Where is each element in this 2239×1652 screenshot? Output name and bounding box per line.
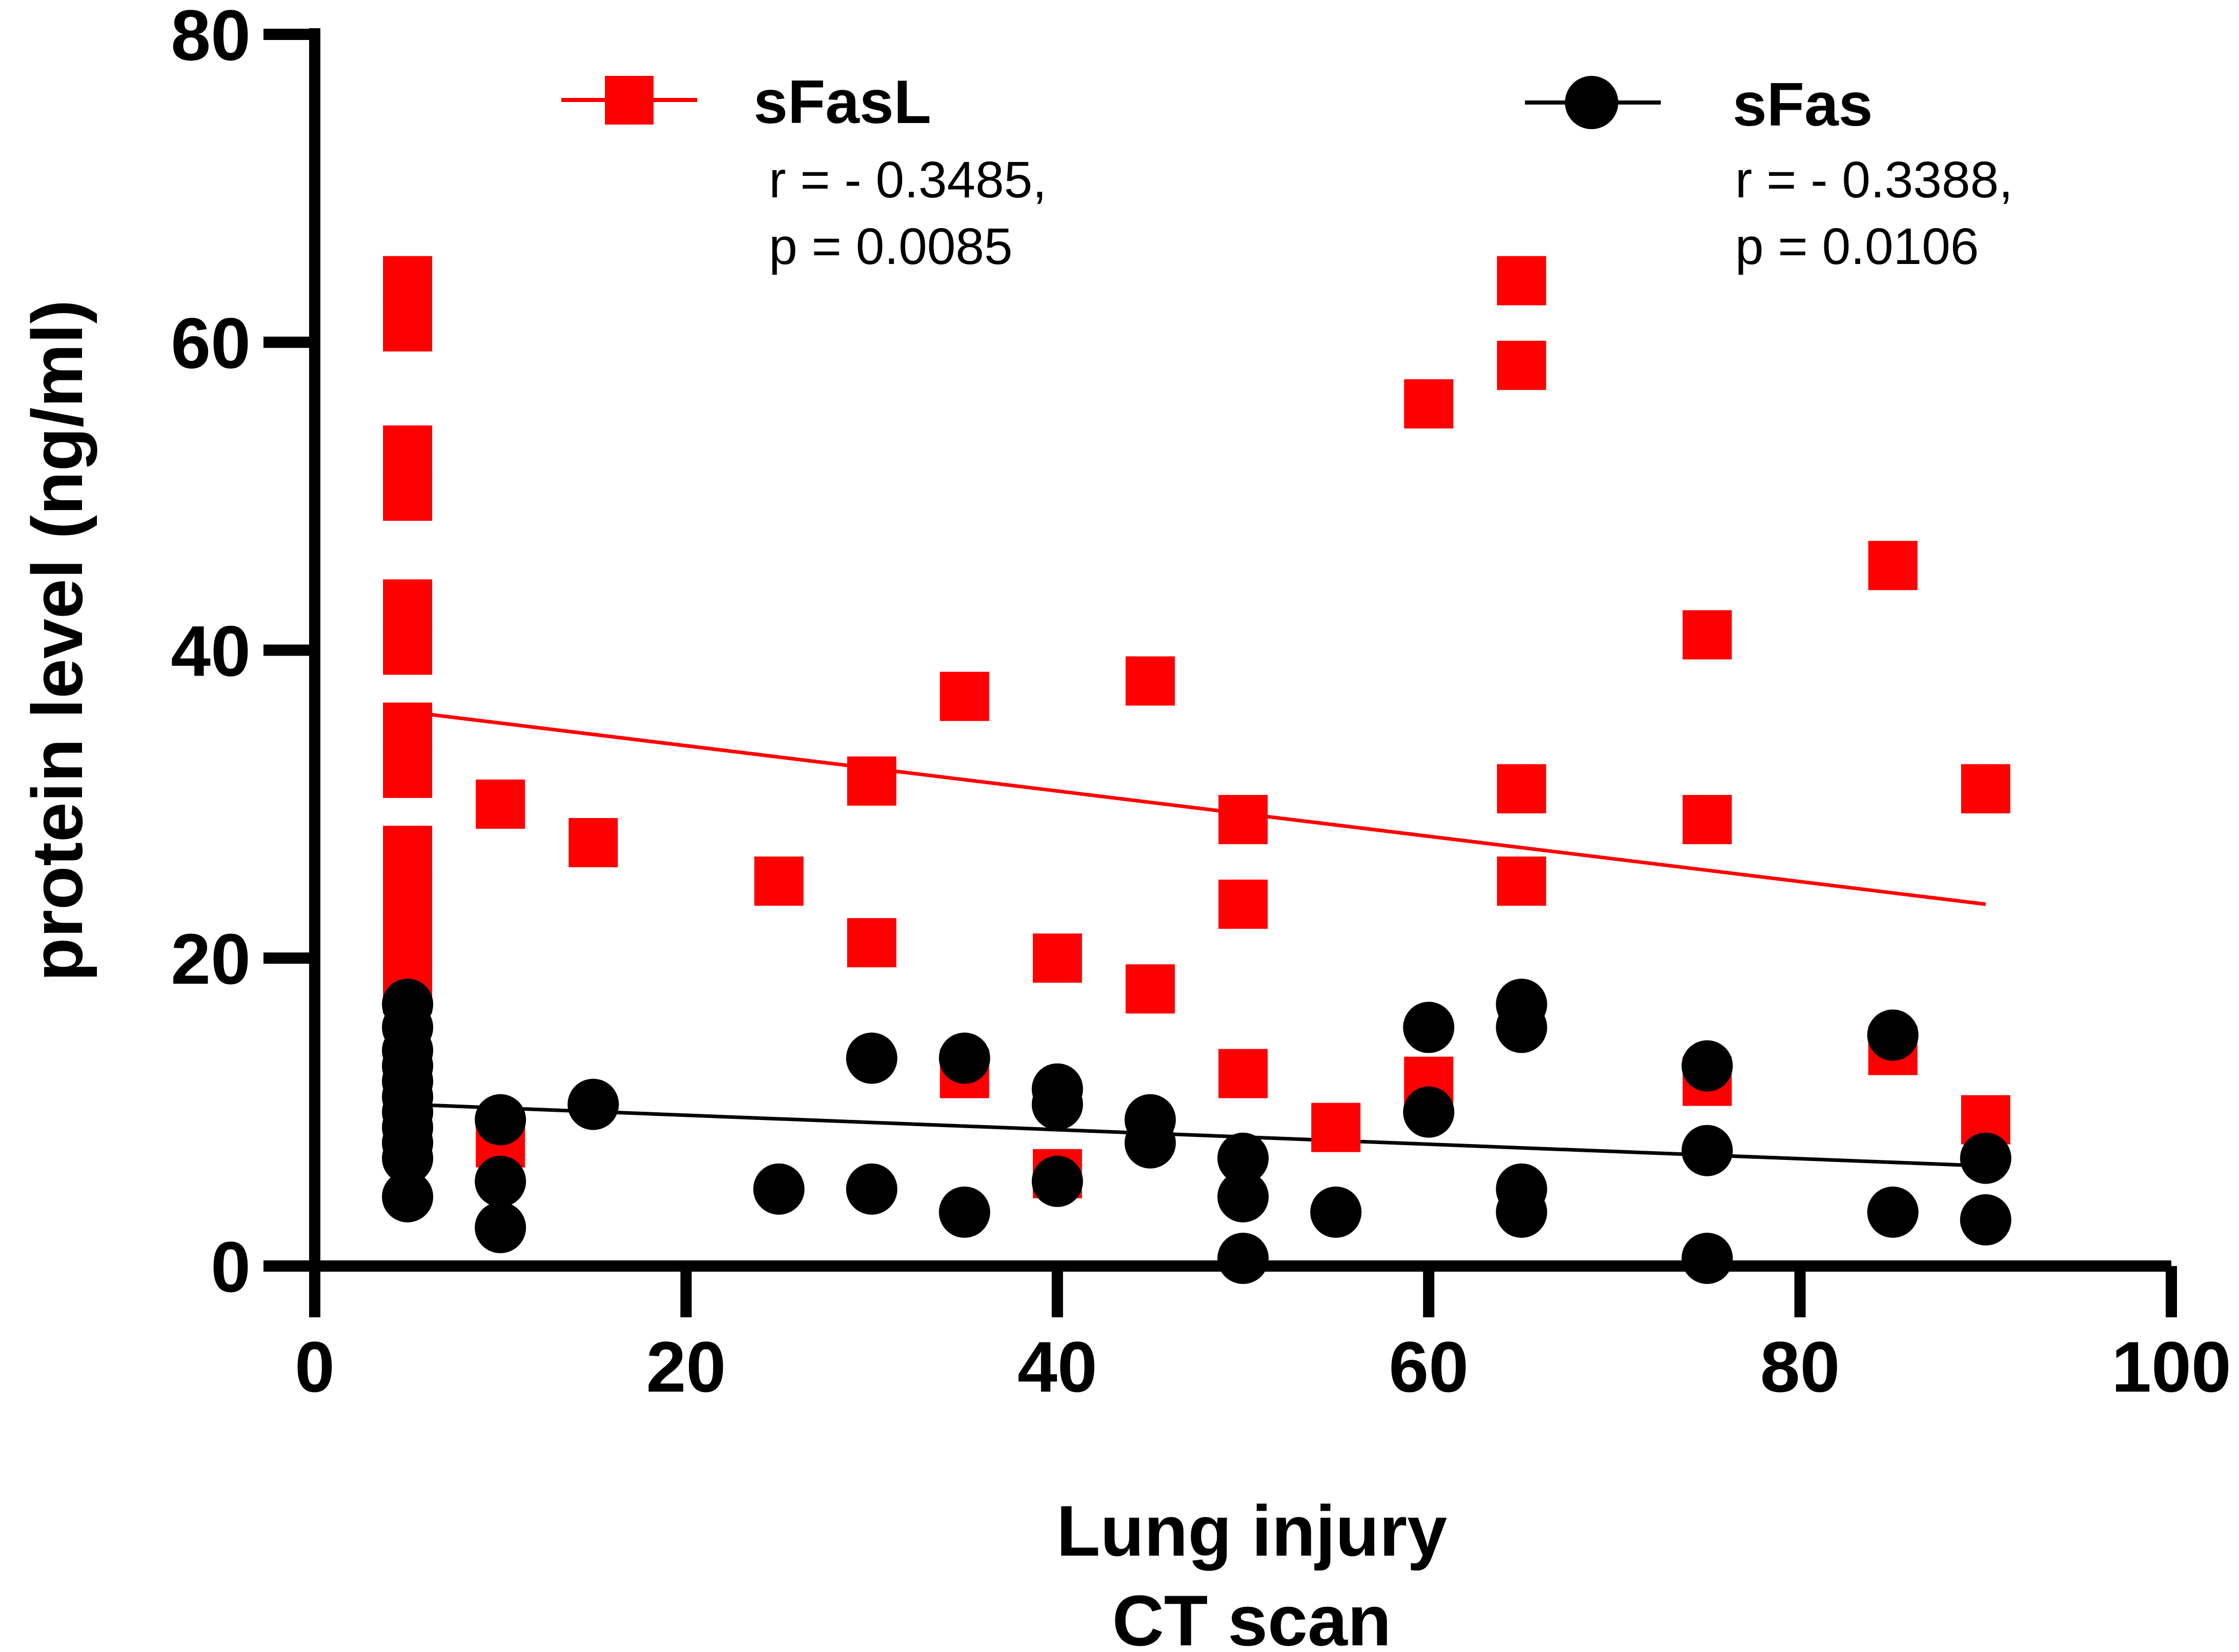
- sfasl-point: [1218, 1049, 1268, 1098]
- legend-sfasl-name: sFasL: [754, 68, 931, 136]
- y-tick-label: 0: [211, 1227, 251, 1307]
- legend-sfas: sFas r = - 0.3388, p = 0.0106: [1525, 70, 2013, 275]
- sfasl-point: [568, 818, 618, 867]
- sfasl-point: [1868, 541, 1918, 590]
- sfasl-point: [1497, 256, 1546, 305]
- sfasl-point: [476, 779, 525, 829]
- y-tick-label: 20: [171, 919, 251, 999]
- sfas-point: [1403, 1002, 1455, 1053]
- sfasl-point: [1125, 964, 1175, 1014]
- x-axis-title-line2: CT scan: [1112, 1580, 1392, 1652]
- sfas-point: [1403, 1086, 1455, 1138]
- sfasl-point: [383, 872, 433, 922]
- sfasl-point: [1218, 794, 1268, 844]
- sfas-point: [846, 1032, 898, 1084]
- y-tick-label: 60: [171, 303, 251, 383]
- fit-lines: [407, 710, 1986, 1168]
- sfas-point: [1217, 1132, 1269, 1184]
- sfasl-point: [1125, 656, 1175, 706]
- sfasl-point: [1497, 764, 1546, 813]
- sfasl-point: [1404, 379, 1454, 429]
- legend-sfasl-marker: [605, 76, 654, 125]
- x-tick-label: 40: [1017, 1327, 1097, 1407]
- x-axis-title-line1: Lung injury: [1056, 1491, 1447, 1571]
- sfas-point: [382, 1171, 434, 1222]
- sfasl-point: [383, 702, 433, 752]
- sfasl-point: [754, 856, 804, 906]
- sfas-point: [1681, 1040, 1733, 1092]
- x-tick-label: 80: [1760, 1327, 1840, 1407]
- sfas-point: [1217, 1232, 1269, 1284]
- sfasl-fit-line: [407, 710, 1986, 906]
- sfas-point: [939, 1032, 990, 1084]
- sfas-point: [475, 1201, 526, 1253]
- sfas-point: [1867, 1186, 1919, 1238]
- sfas-point: [475, 1094, 526, 1146]
- sfas-point: [1681, 1232, 1733, 1284]
- data-points: [382, 256, 2011, 1284]
- sfas-point: [1960, 1194, 2011, 1246]
- sfasl-point: [1682, 794, 1732, 844]
- x-tick-label: 60: [1389, 1327, 1469, 1407]
- sfasl-point: [383, 302, 433, 352]
- sfas-point: [846, 1163, 898, 1215]
- sfasl-point: [847, 918, 897, 968]
- sfas-point: [1496, 1186, 1548, 1238]
- sfasl-point: [383, 579, 433, 629]
- y-axis-title: protein level (ng/ml): [17, 300, 97, 982]
- sfasl-point: [1682, 610, 1732, 660]
- sfasl-point: [383, 425, 433, 475]
- legend-sfas-p: p = 0.0106: [1735, 218, 1979, 275]
- legend-sfasl-r: r = - 0.3485,: [769, 151, 1047, 209]
- sfas-point: [382, 1132, 434, 1184]
- sfas-point: [1124, 1117, 1176, 1169]
- sfasl-point: [847, 756, 897, 806]
- sfasl-point: [383, 472, 433, 521]
- sfasl-point: [1032, 933, 1082, 983]
- sfas-point: [1031, 1155, 1083, 1207]
- sfas-point: [753, 1163, 805, 1215]
- sfasl-point: [1497, 340, 1546, 390]
- sfas-point: [1031, 1078, 1083, 1130]
- legend-sfasl-p: p = 0.0085: [769, 218, 1012, 275]
- sfasl-point: [940, 671, 989, 721]
- sfas-point: [1496, 1002, 1548, 1053]
- sfasl-point: [383, 748, 433, 798]
- sfas-point: [567, 1078, 619, 1130]
- sfas-point: [1681, 1125, 1733, 1176]
- sfasl-point: [1497, 856, 1546, 906]
- sfasl-point: [383, 256, 433, 305]
- sfas-point: [939, 1186, 990, 1238]
- legend-sfasl: sFasL r = - 0.3485, p = 0.0085: [561, 68, 1047, 275]
- sfas-point: [1867, 1009, 1919, 1061]
- y-tick-label: 40: [171, 611, 251, 691]
- sfasl-point: [1218, 880, 1268, 929]
- sfas-point: [1960, 1132, 2011, 1184]
- sfasl-point: [383, 625, 433, 675]
- sfasl-point: [383, 918, 433, 968]
- sfas-fit-line: [407, 1103, 1986, 1168]
- sfas-point: [1310, 1186, 1362, 1238]
- sfasl-point: [383, 825, 433, 875]
- legend-sfas-name: sFas: [1733, 70, 1873, 139]
- legend-sfas-marker: [1565, 76, 1618, 129]
- sfasl-point: [1961, 764, 2010, 813]
- axis-ticks: 0 20 40 60 80 100 0 20 40 60 80: [171, 0, 2231, 1407]
- sfasl-point: [1311, 1103, 1361, 1152]
- legend-sfas-r: r = - 0.3388,: [1735, 151, 2013, 209]
- y-tick-label: 80: [171, 0, 251, 75]
- x-tick-label: 0: [295, 1327, 335, 1407]
- sfas-point: [1217, 1171, 1269, 1222]
- x-tick-label: 100: [2111, 1327, 2231, 1407]
- sfas-point: [475, 1155, 526, 1207]
- x-tick-label: 20: [646, 1327, 726, 1407]
